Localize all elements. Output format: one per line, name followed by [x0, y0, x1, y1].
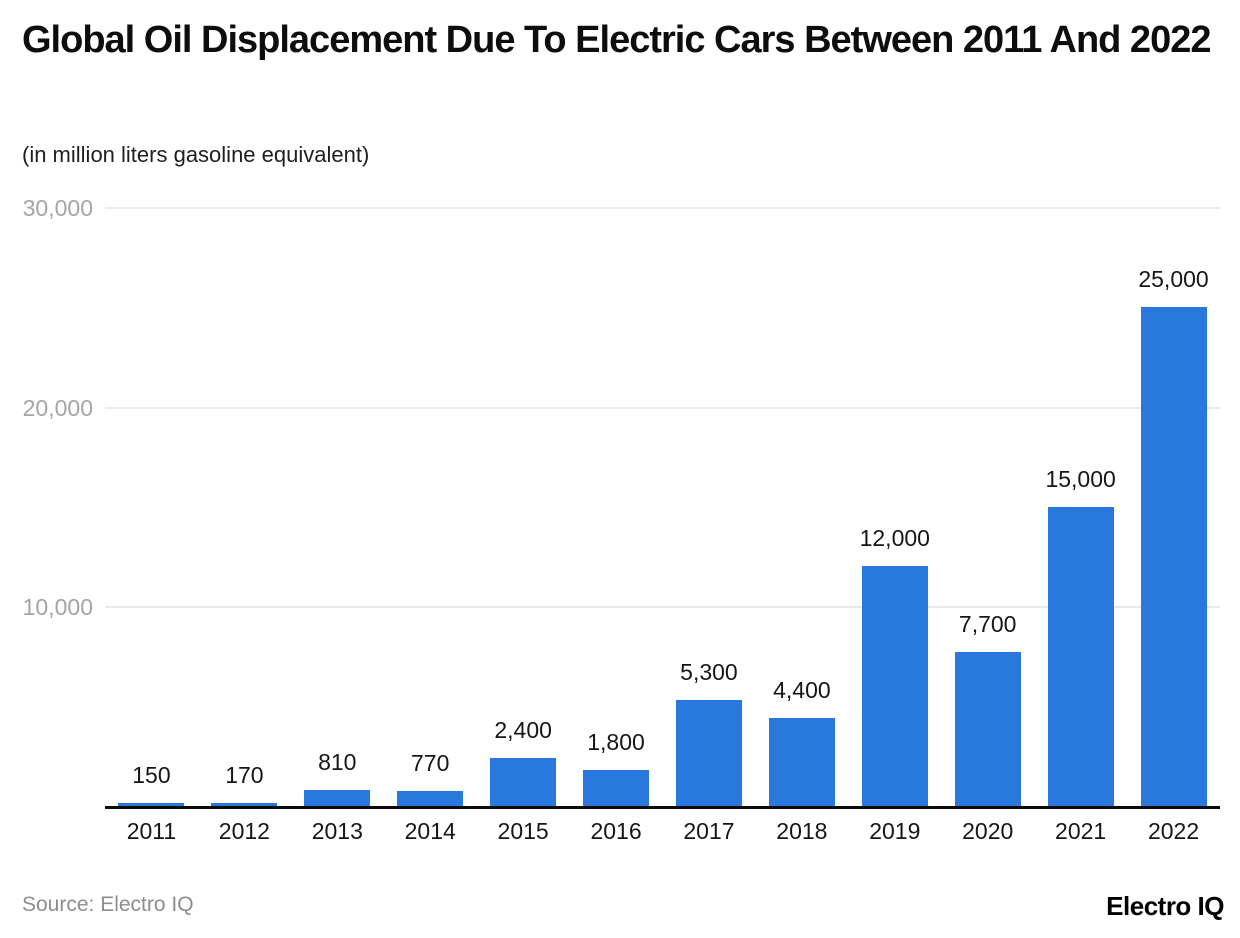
x-axis-tick-label: 2018: [776, 818, 828, 844]
bar-value-label: 770: [411, 749, 450, 776]
x-axis-tick-label: 2015: [497, 818, 549, 844]
x-axis-tick-label: 2016: [590, 818, 642, 844]
bar-2011: [118, 803, 185, 806]
bar-2020: [954, 652, 1021, 806]
bar-value-label: 150: [132, 762, 171, 788]
x-axis-tick-label: 2014: [404, 818, 456, 844]
x-axis-tick-label: 2013: [311, 818, 363, 844]
bar-value-label: 810: [318, 748, 357, 775]
bar-2017: [675, 700, 742, 806]
bar-2019: [861, 566, 928, 806]
gridline-10000: [105, 606, 1220, 609]
x-axis-tick-label: 2011: [126, 818, 177, 844]
brand-logo: Electro IQ: [1106, 891, 1224, 921]
bar-value-label: 15,000: [1045, 465, 1116, 492]
bar-2021: [1047, 506, 1114, 806]
y-axis-tick-label: 10,000: [22, 594, 93, 621]
bar-2022: [1140, 306, 1207, 806]
gridline-20000: [105, 406, 1220, 409]
x-axis-tick-label: 2020: [962, 818, 1014, 844]
bar-value-label: 1,800: [587, 729, 645, 756]
bar-value-label: 170: [225, 761, 264, 788]
bar-value-label: 2,400: [494, 717, 552, 744]
x-axis-line: [105, 806, 1220, 809]
chart-title: Global Oil Displacement Due To Electric …: [22, 19, 1211, 61]
gridline-30000: [105, 207, 1220, 209]
bar-2012: [211, 802, 278, 806]
chart-subtitle: (in million liters gasoline equivalent): [22, 142, 370, 167]
bar-2015: [490, 758, 557, 806]
bar-2014: [397, 790, 464, 806]
x-axis-tick-label: 2017: [683, 818, 735, 844]
bar-2016: [583, 770, 650, 806]
bar-value-label: 4,400: [773, 677, 831, 704]
x-axis-tick-label: 2022: [1147, 818, 1200, 844]
bar-value-label: 5,300: [680, 659, 738, 686]
y-axis-tick-label: 20,000: [22, 394, 93, 421]
source-note: Source: Electro IQ: [22, 893, 194, 916]
x-axis-tick-label: 2021: [1055, 818, 1107, 844]
x-axis-tick-label: 2019: [869, 818, 921, 844]
y-axis-tick-label: 30,000: [22, 195, 93, 221]
bar-value-label: 7,700: [958, 611, 1017, 638]
x-axis-tick-label: 2012: [218, 818, 270, 844]
bar-2018: [768, 718, 835, 806]
bar-value-label: 12,000: [859, 525, 930, 552]
bar-value-label: 25,000: [1138, 265, 1209, 292]
bar-2013: [304, 789, 371, 806]
